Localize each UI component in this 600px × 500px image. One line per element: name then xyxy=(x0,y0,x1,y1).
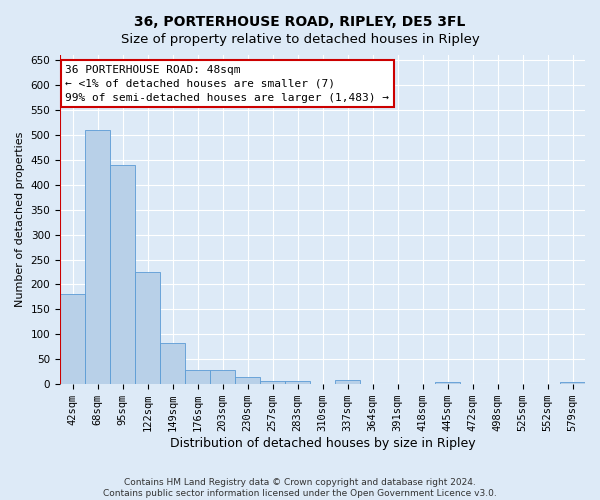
Bar xyxy=(335,380,360,384)
Bar xyxy=(110,164,135,384)
Text: Size of property relative to detached houses in Ripley: Size of property relative to detached ho… xyxy=(121,32,479,46)
X-axis label: Distribution of detached houses by size in Ripley: Distribution of detached houses by size … xyxy=(170,437,475,450)
Y-axis label: Number of detached properties: Number of detached properties xyxy=(15,132,25,308)
Bar xyxy=(185,370,210,384)
Bar xyxy=(210,370,235,384)
Text: Contains HM Land Registry data © Crown copyright and database right 2024.
Contai: Contains HM Land Registry data © Crown c… xyxy=(103,478,497,498)
Text: 36, PORTERHOUSE ROAD, RIPLEY, DE5 3FL: 36, PORTERHOUSE ROAD, RIPLEY, DE5 3FL xyxy=(134,15,466,29)
Bar xyxy=(260,380,285,384)
Bar xyxy=(560,382,585,384)
Bar xyxy=(135,272,160,384)
Bar xyxy=(85,130,110,384)
Bar xyxy=(435,382,460,384)
Bar xyxy=(235,377,260,384)
Bar xyxy=(285,380,310,384)
Bar xyxy=(60,294,85,384)
Text: 36 PORTERHOUSE ROAD: 48sqm
← <1% of detached houses are smaller (7)
99% of semi-: 36 PORTERHOUSE ROAD: 48sqm ← <1% of deta… xyxy=(65,65,389,103)
Bar xyxy=(160,344,185,384)
